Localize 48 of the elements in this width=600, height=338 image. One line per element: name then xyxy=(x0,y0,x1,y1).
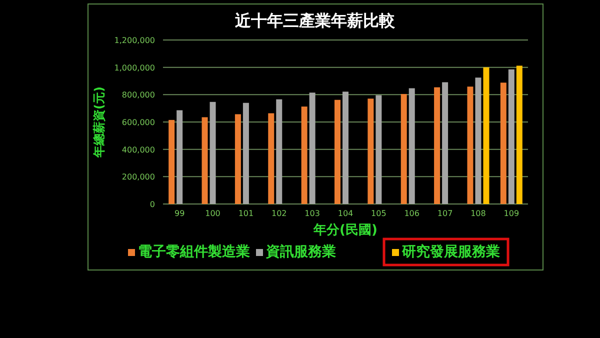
x-tick-label: 109 xyxy=(504,209,520,218)
bar xyxy=(176,110,183,204)
bar xyxy=(334,100,340,204)
legend-label: 電子零組件製造業 xyxy=(138,244,250,260)
bar xyxy=(342,92,348,204)
y-tick-label: 0 xyxy=(150,200,155,209)
legend-label: 研究發展服務業 xyxy=(401,243,500,260)
bar xyxy=(516,66,522,204)
x-axis-title: 年分(民國) xyxy=(312,223,378,238)
bar xyxy=(400,94,407,204)
chart-title: 近十年三產業年薪比較 xyxy=(234,11,396,30)
bar xyxy=(508,69,514,204)
x-tick-label: 100 xyxy=(205,209,220,218)
x-tick-label: 103 xyxy=(304,209,320,218)
x-tick-label: 102 xyxy=(271,209,287,218)
bar xyxy=(242,102,249,204)
bar xyxy=(276,99,282,204)
bar xyxy=(483,67,490,204)
x-tick-label: 104 xyxy=(338,209,354,218)
y-tick-label: 600,000 xyxy=(122,118,155,127)
y-tick-label: 800,000 xyxy=(122,90,155,100)
y-axis-title: 年總薪資(元) xyxy=(92,86,106,158)
y-tick-label: 400,000 xyxy=(122,145,155,154)
y-tick-label: 1,000,000 xyxy=(114,63,155,72)
x-tick-label: 101 xyxy=(238,209,254,218)
x-tick-label: 99 xyxy=(174,209,185,218)
bar xyxy=(442,82,448,204)
bar xyxy=(500,82,506,204)
bar xyxy=(467,86,474,204)
bar xyxy=(234,114,241,204)
bar xyxy=(376,95,382,204)
legend-label: 資訊服務業 xyxy=(265,243,336,260)
y-tick-label: 200,000 xyxy=(122,172,155,182)
x-tick-label: 108 xyxy=(470,209,486,218)
bar xyxy=(268,113,274,204)
bar xyxy=(475,78,482,204)
bar xyxy=(368,98,374,204)
bar xyxy=(434,87,440,204)
bar xyxy=(210,102,216,204)
bar xyxy=(168,120,175,204)
x-tick-label: 106 xyxy=(404,209,420,218)
bar xyxy=(309,92,316,204)
x-tick-label: 105 xyxy=(371,209,386,218)
bar xyxy=(202,117,208,204)
y-tick-label: 1,200,000 xyxy=(114,36,155,45)
bar xyxy=(301,106,308,204)
bar xyxy=(408,88,415,204)
x-tick-label: 107 xyxy=(437,209,453,218)
